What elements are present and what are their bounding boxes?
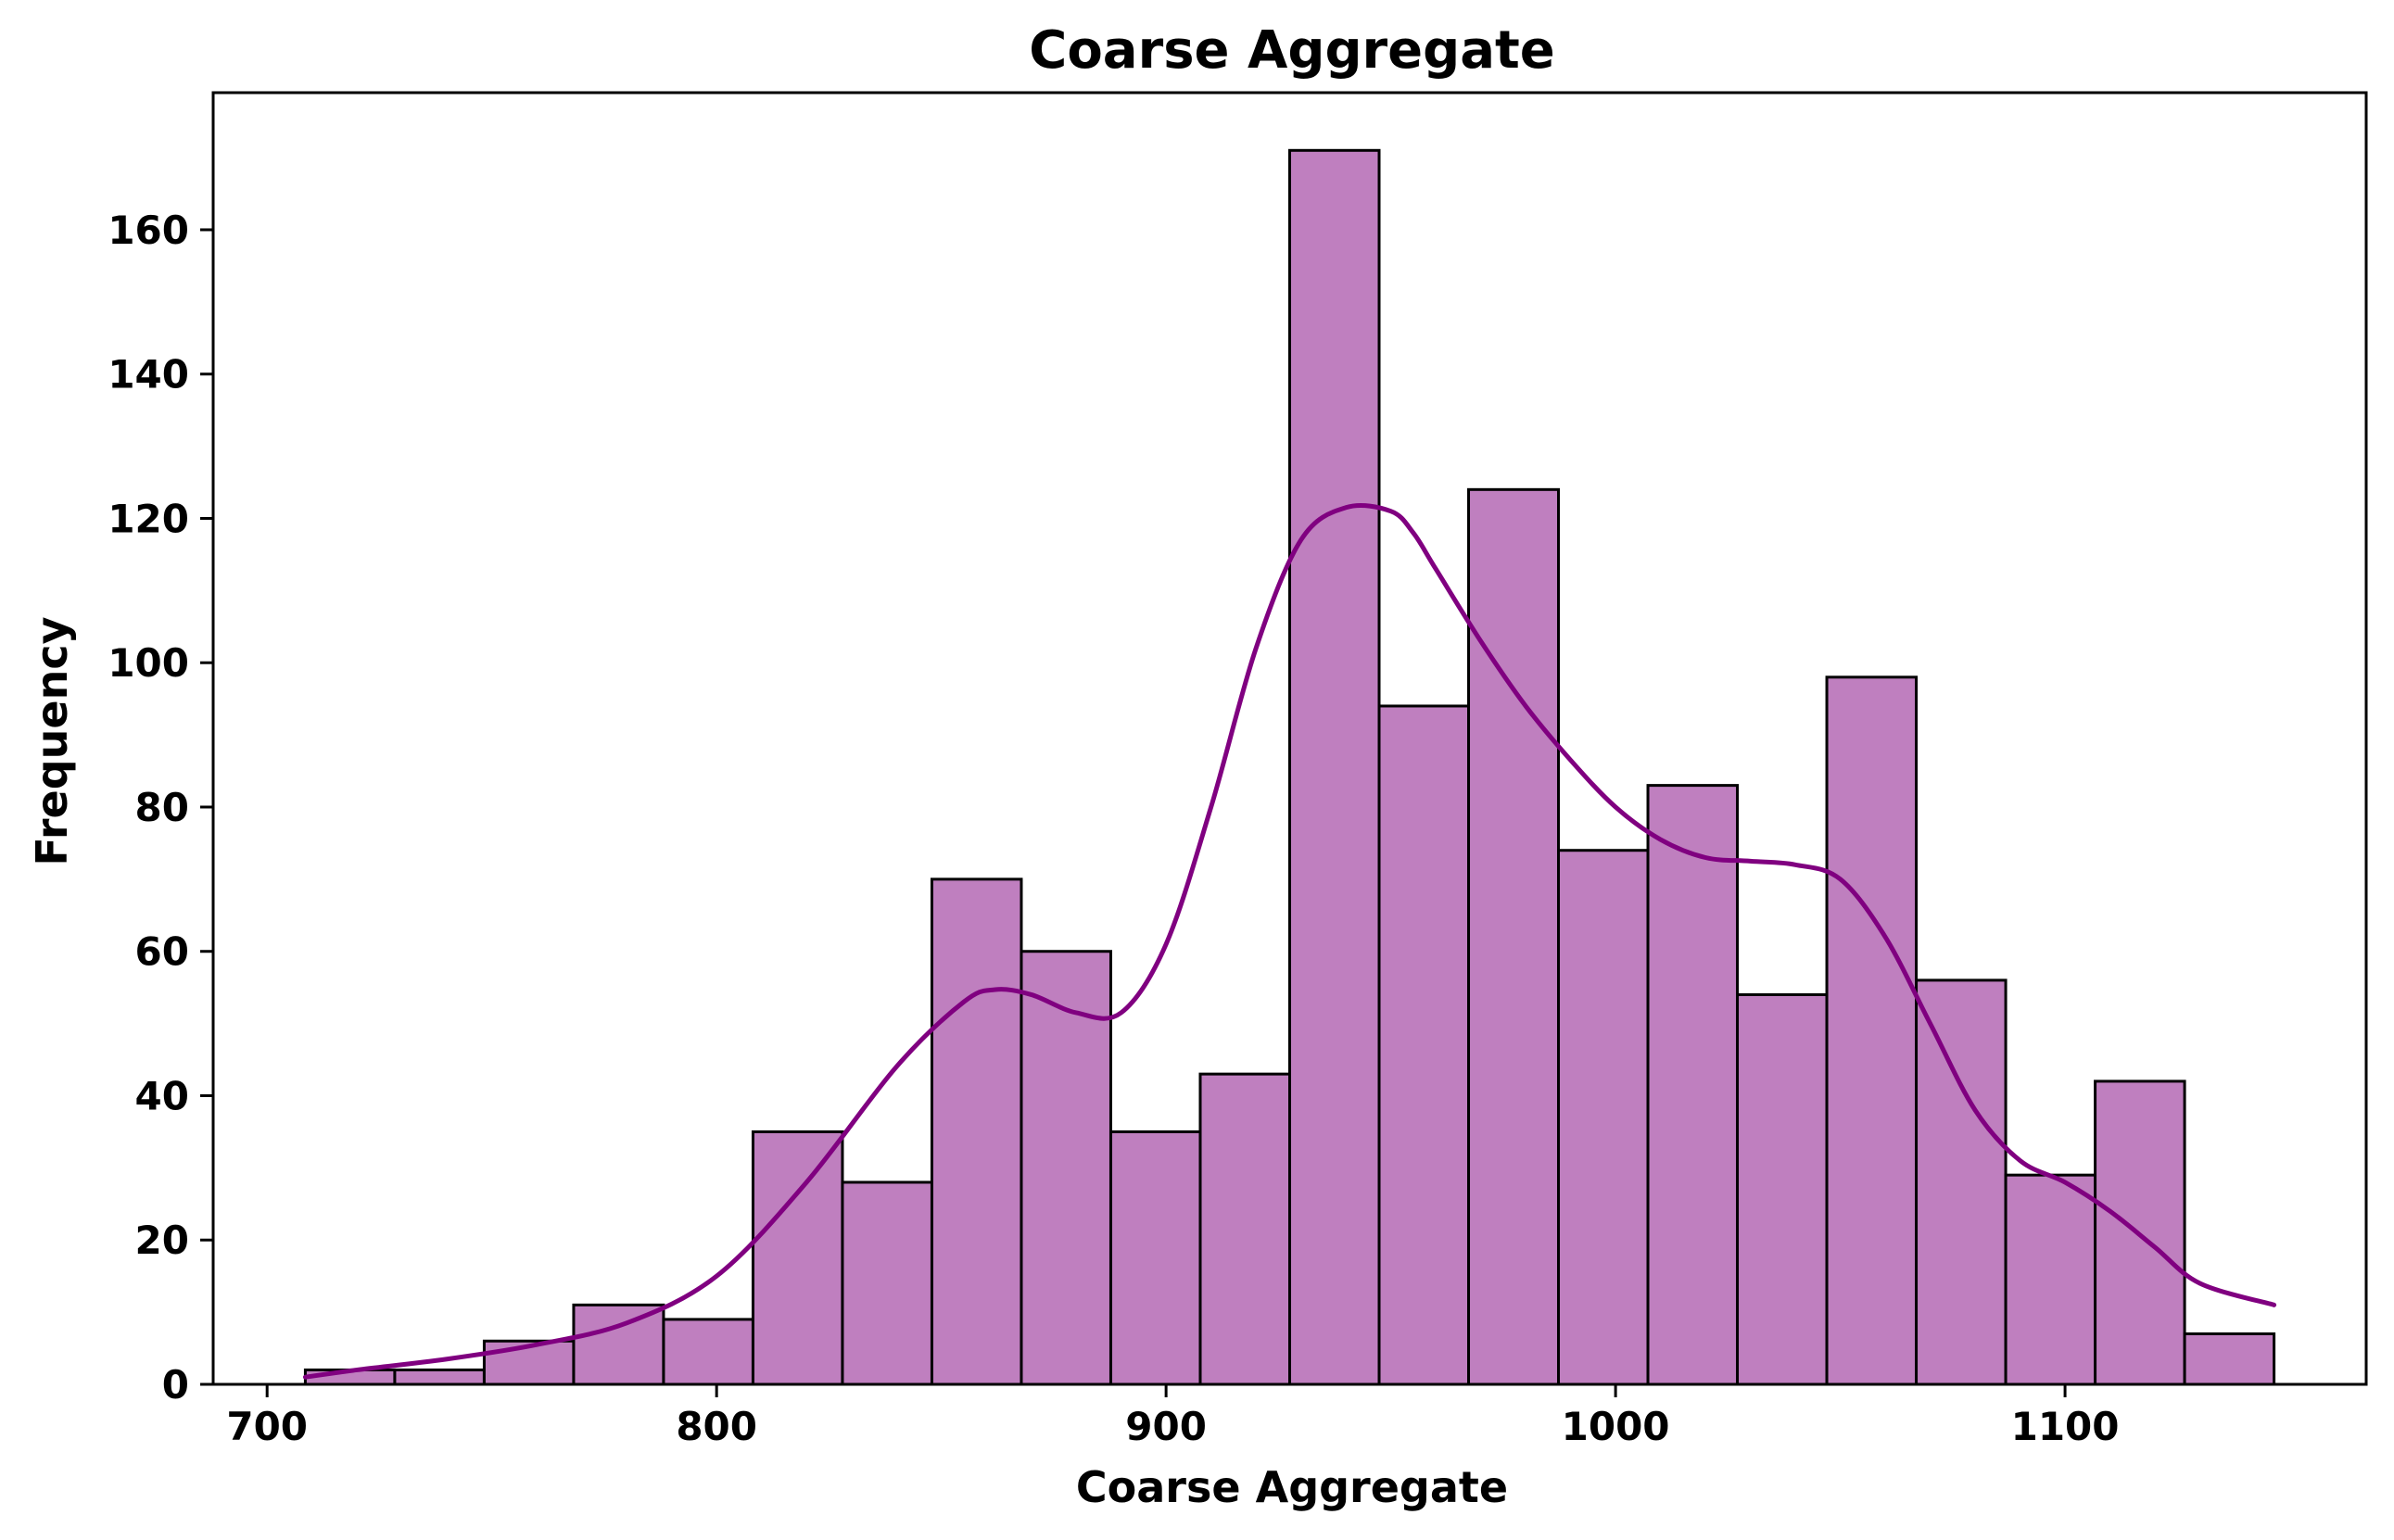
histogram-bar [1915,978,2008,1386]
x-tick-label: 1000 [1562,1404,1670,1449]
plot-frame [211,91,2368,1386]
histogram-bar [1646,784,1740,1386]
histogram-bar [841,1180,933,1386]
histogram-bar [930,877,1023,1386]
y-tick-label: 0 [162,1362,189,1407]
x-axis: 700 800 900 1000 1100 [226,1384,2120,1449]
kde-line [302,503,2277,1380]
y-axis: 0 20 40 60 80 100 120 140 160 [108,208,213,1407]
histogram-bar [1198,1072,1291,1386]
y-tick-label: 160 [108,208,189,253]
histogram-bar [1557,849,1650,1386]
x-tick-label: 900 [1125,1404,1207,1449]
y-axis-label: Frequency [27,616,77,865]
chart-title: Coarse Aggregate [1029,20,1555,81]
y-tick-label: 20 [135,1218,189,1263]
x-axis-label: Coarse Aggregate [1076,1462,1508,1512]
y-tick-label: 140 [108,352,189,398]
histogram-bar [1377,704,1471,1386]
bars-layer [303,148,2276,1386]
histogram-bar [1108,1130,1202,1386]
histogram-bar [1020,950,1112,1386]
y-tick-label: 80 [135,785,189,830]
histogram-bar [1467,487,1561,1386]
x-tick-label: 1100 [2011,1404,2120,1449]
histogram-bar [751,1130,844,1386]
y-tick-label: 60 [135,929,189,975]
histogram-bar [1288,148,1381,1386]
y-tick-label: 40 [135,1073,189,1118]
histogram-bar [1825,675,1919,1386]
histogram-bar [1736,992,1829,1386]
histogram-bar [393,1368,486,1386]
kde-layer [302,503,2277,1380]
x-tick-label: 700 [226,1404,308,1449]
y-tick-label: 100 [108,640,189,686]
histogram-bar [2004,1173,2097,1386]
histogram-bar [662,1318,754,1386]
x-tick-label: 800 [676,1404,757,1449]
y-tick-label: 120 [108,496,189,541]
histogram-bar [572,1303,665,1386]
histogram-bar [2183,1332,2276,1386]
